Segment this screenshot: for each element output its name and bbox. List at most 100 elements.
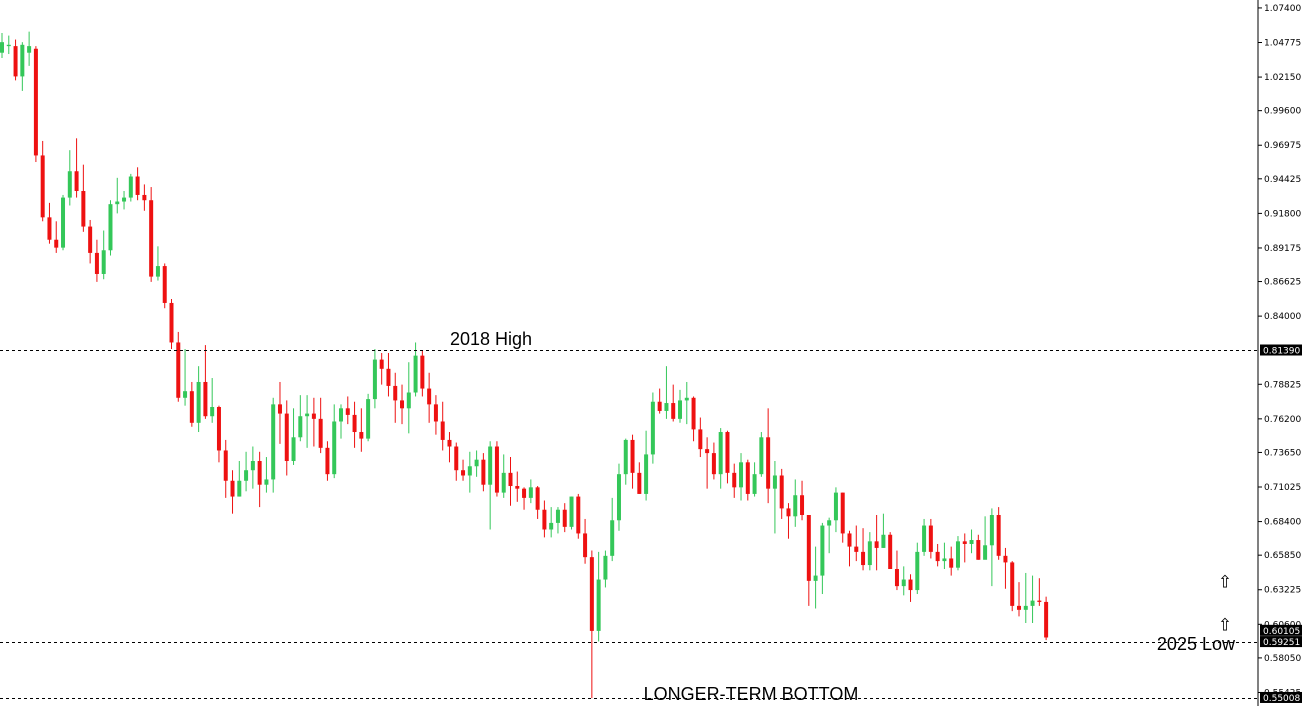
candle-body xyxy=(250,461,255,471)
candle-body xyxy=(447,439,452,447)
candle xyxy=(623,438,628,485)
candle xyxy=(528,479,533,504)
candle-body xyxy=(115,201,120,205)
candle-body xyxy=(596,579,601,631)
candle-body xyxy=(908,579,913,591)
candle-body xyxy=(657,401,662,411)
tick-label: 0.73650 xyxy=(1264,448,1301,458)
candle-body xyxy=(962,541,967,544)
candle xyxy=(216,405,221,463)
candle xyxy=(989,508,994,587)
candle-body xyxy=(81,191,86,227)
candle-body xyxy=(766,437,771,489)
candle-body xyxy=(861,551,866,566)
tick-label: 0.91800 xyxy=(1264,209,1301,219)
candle-body xyxy=(40,155,45,218)
candle-body xyxy=(149,200,154,277)
candle xyxy=(67,150,72,206)
candle xyxy=(562,503,567,533)
candle xyxy=(210,378,215,423)
candle-body xyxy=(223,450,228,481)
candle-body xyxy=(474,459,479,467)
candle-body xyxy=(54,239,59,248)
candle-body xyxy=(33,48,38,156)
candle-body xyxy=(318,418,323,448)
candle xyxy=(691,396,696,442)
candle xyxy=(40,140,45,222)
candle-body xyxy=(162,266,167,303)
candle xyxy=(684,381,689,425)
candle-body xyxy=(176,342,181,398)
level-label-longer-term-bottom: LONGER-TERM BOTTOM xyxy=(644,684,859,704)
candle xyxy=(183,349,188,406)
candle-body xyxy=(725,432,730,473)
candle-body xyxy=(549,522,554,530)
candle-body xyxy=(576,496,581,534)
candle-body xyxy=(779,475,784,509)
candle-body xyxy=(752,474,757,494)
candle-body xyxy=(894,569,899,587)
tick-label: 1.02150 xyxy=(1264,73,1301,83)
candle xyxy=(922,518,927,556)
candle xyxy=(372,349,377,409)
candle-body xyxy=(230,480,235,497)
candle-body xyxy=(1010,562,1015,606)
candle-body xyxy=(101,250,106,274)
candle-body xyxy=(372,359,377,400)
candle-body xyxy=(874,541,879,548)
candle-body xyxy=(989,515,994,546)
candle xyxy=(718,428,723,489)
price-tag-label: 0.81390 xyxy=(1263,346,1300,356)
candle xyxy=(596,551,601,642)
tick-label: 0.99600 xyxy=(1264,107,1301,117)
candle-body xyxy=(183,391,188,398)
candle-body xyxy=(135,176,140,195)
candle xyxy=(949,546,954,576)
candle xyxy=(237,461,242,497)
candle-body xyxy=(264,479,269,485)
tick-label: 0.78825 xyxy=(1264,380,1301,390)
candle xyxy=(223,439,228,498)
candle xyxy=(257,451,262,508)
candle-body xyxy=(745,462,750,494)
tick-label: 0.71025 xyxy=(1264,483,1301,493)
candle xyxy=(583,518,588,564)
tick-label: 1.07400 xyxy=(1264,4,1301,14)
candle xyxy=(189,381,194,427)
candle xyxy=(800,480,805,521)
candle xyxy=(467,451,472,493)
candle-body xyxy=(393,385,398,401)
candle-body xyxy=(969,540,974,544)
candle-body xyxy=(345,408,350,415)
candle xyxy=(969,529,974,554)
candle-body xyxy=(555,509,560,523)
price-tag: 0.60105 xyxy=(1260,624,1302,637)
candle-body xyxy=(508,472,513,487)
candle xyxy=(13,39,18,81)
candle-body xyxy=(61,197,66,248)
candle xyxy=(637,462,642,494)
candle-body xyxy=(47,217,52,240)
candle-body xyxy=(806,515,811,581)
candle xyxy=(440,401,445,451)
candle xyxy=(515,471,520,502)
candle xyxy=(881,513,886,548)
candle xyxy=(935,543,940,567)
candle xyxy=(739,453,744,501)
candle-body xyxy=(169,302,174,343)
candle xyxy=(108,200,113,256)
candle-body xyxy=(732,472,737,488)
candle xyxy=(535,486,540,519)
price-tag-box xyxy=(1260,624,1302,636)
candle-body xyxy=(772,475,777,489)
candle xyxy=(196,366,201,433)
candle xyxy=(332,404,337,479)
candle-body xyxy=(522,488,527,498)
candle xyxy=(603,550,608,588)
candle xyxy=(461,459,466,481)
candle xyxy=(115,177,120,214)
candle xyxy=(359,408,364,452)
candle xyxy=(983,516,988,560)
candle xyxy=(630,434,635,489)
candle xyxy=(616,463,621,531)
